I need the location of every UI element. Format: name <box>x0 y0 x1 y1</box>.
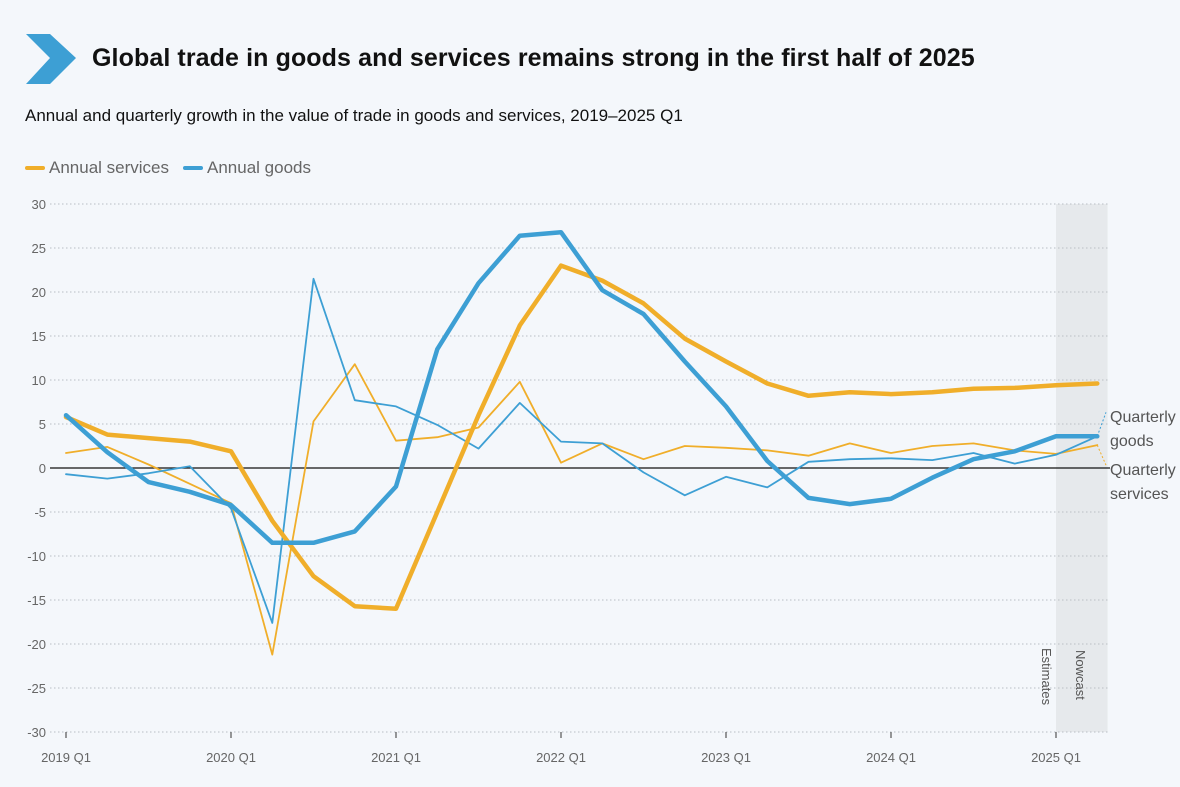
legend-label: Annual goods <box>207 158 311 177</box>
chart-subtitle: Annual and quarterly growth in the value… <box>25 106 683 125</box>
end-label-quarterly-goods: goods <box>1110 433 1154 450</box>
end-label-quarterly-services: services <box>1110 486 1169 503</box>
legend-swatch-services <box>25 166 45 170</box>
y-tick-label: 20 <box>32 285 46 300</box>
legend: Annual services Annual goods <box>25 158 325 178</box>
y-tick-label: -15 <box>27 593 46 608</box>
end-label-quarterly-services: Quarterly <box>1110 462 1176 479</box>
y-tick-label: -20 <box>27 637 46 652</box>
y-tick-label: -5 <box>34 505 46 520</box>
header <box>22 28 78 88</box>
chart-title: Global trade in goods and services remai… <box>92 44 975 72</box>
x-tick-label: 2020 Q1 <box>206 750 256 765</box>
estimates-label: Estimates <box>1039 648 1054 706</box>
y-tick-label: -10 <box>27 549 46 564</box>
chevron-right-icon <box>26 34 76 84</box>
y-tick-label: -30 <box>27 725 46 740</box>
x-tick-label: 2025 Q1 <box>1031 750 1081 765</box>
y-tick-label: 15 <box>32 329 46 344</box>
legend-item-annual-goods: Annual goods <box>183 158 311 178</box>
legend-swatch-goods <box>183 166 204 170</box>
x-tick-label: 2024 Q1 <box>866 750 916 765</box>
x-tick-label: 2021 Q1 <box>371 750 421 765</box>
series-line-annual-goods <box>63 229 1100 546</box>
nowcast-label: Nowcast <box>1073 650 1088 700</box>
y-tick-label: 30 <box>32 197 46 212</box>
y-tick-label: 5 <box>39 417 46 432</box>
x-tick-label: 2022 Q1 <box>536 750 586 765</box>
y-tick-label: -25 <box>27 681 46 696</box>
series-line-quarterly-goods <box>65 277 1099 624</box>
y-tick-label: 10 <box>32 373 46 388</box>
x-tick-label: 2023 Q1 <box>701 750 751 765</box>
series-line-annual-services <box>63 263 1100 612</box>
x-tick-label: 2019 Q1 <box>41 750 91 765</box>
y-tick-label: 0 <box>39 461 46 476</box>
series-line-quarterly-services <box>65 363 1099 656</box>
legend-label: Annual services <box>49 158 170 177</box>
leader-quarterly-goods <box>1096 412 1107 437</box>
y-tick-label: 25 <box>32 241 46 256</box>
legend-item-annual-services: Annual services <box>25 158 169 178</box>
end-label-quarterly-goods: Quarterly <box>1110 409 1176 426</box>
